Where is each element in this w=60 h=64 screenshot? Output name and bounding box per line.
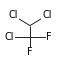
Text: Cl: Cl <box>8 10 18 20</box>
Text: Cl: Cl <box>4 32 14 42</box>
Text: F: F <box>27 47 33 57</box>
Text: F: F <box>46 32 52 42</box>
Text: Cl: Cl <box>42 10 52 20</box>
